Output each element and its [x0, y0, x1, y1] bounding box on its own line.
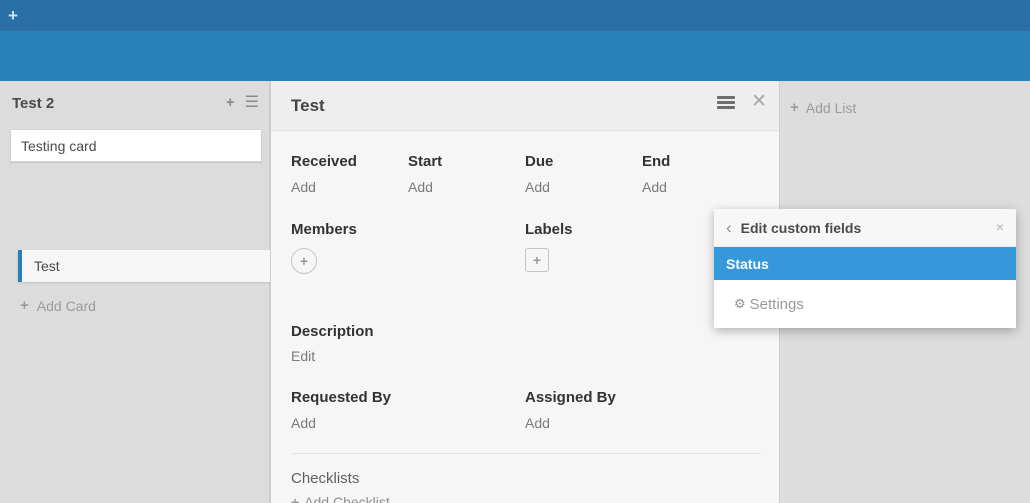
description-label: Description [291, 323, 374, 340]
add-list-label: Add List [805, 99, 857, 116]
field-add-link[interactable]: Add [525, 179, 550, 195]
members-labels-row: Members + Labels + [291, 221, 759, 274]
list-menu-hamburger-icon[interactable]: ☰ [244, 94, 259, 111]
popup-settings-label: Settings [749, 295, 804, 313]
card-detail-panel: Test ✕ Received Add Start Add [270, 81, 780, 503]
card-menu-hamburger-icon[interactable] [717, 95, 736, 109]
field-add-link[interactable]: Add [408, 179, 433, 195]
members-label: Members [291, 221, 357, 238]
add-card-button[interactable]: + Add Card [20, 297, 96, 314]
date-field-start: Start Add [408, 153, 525, 195]
card-detail-title: Test [291, 96, 325, 115]
description-section: Description Edit [291, 323, 759, 364]
field-add-link[interactable]: Add [291, 179, 316, 195]
edit-custom-fields-popup: ‹ Edit custom fields × Status ⚙ Settings [714, 209, 1016, 328]
field-label: Received [291, 153, 357, 170]
custom-field-name: Status [726, 255, 769, 272]
popup-close-icon[interactable]: × [995, 219, 1004, 235]
plus-icon: + [790, 99, 799, 116]
section-divider [291, 453, 761, 454]
members-section: Members + [291, 221, 525, 274]
add-board-plus-icon[interactable]: + [8, 6, 18, 25]
add-card-label: Add Card [36, 297, 96, 314]
popup-title: Edit custom fields [740, 219, 862, 236]
card-detail-actions: ✕ [717, 91, 767, 112]
requested-assigned-row: Requested By Add Assigned By Add [291, 389, 759, 431]
card-close-icon[interactable]: ✕ [751, 91, 767, 112]
popup-settings-button[interactable]: ⚙ Settings [714, 280, 1016, 328]
list-header-actions: + ☰ [225, 94, 259, 111]
date-fields-row: Received Add Start Add Due Add End Add [291, 153, 759, 195]
date-field-end: End Add [642, 153, 759, 195]
field-label: Due [525, 153, 554, 170]
checklists-section: Checklists + Add Checklist... [291, 470, 759, 503]
add-checklist-button[interactable]: + Add Checklist... [291, 494, 759, 503]
plus-icon: + [291, 494, 300, 503]
gear-icon: ⚙ [734, 296, 746, 311]
top-navbar: + [0, 0, 1030, 31]
popup-header: ‹ Edit custom fields × [714, 209, 1016, 247]
card-title: Test [34, 258, 60, 274]
custom-field-item-status[interactable]: Status [714, 247, 1016, 280]
board-header-bar [0, 31, 1030, 81]
list-header: Test 2 + ☰ [0, 81, 269, 126]
assigned-by-label: Assigned By [525, 389, 616, 406]
back-chevron-icon[interactable]: ‹ [726, 217, 732, 237]
checklists-label: Checklists [291, 470, 360, 487]
card-compose-input[interactable]: Testing card [10, 129, 262, 162]
list-add-card-plus-icon[interactable]: + [225, 94, 235, 111]
date-field-due: Due Add [525, 153, 642, 195]
field-add-link[interactable]: Add [642, 179, 667, 195]
field-label: Start [408, 153, 443, 170]
list-column-test-2: Test 2 + ☰ Testing card Test + Add Card [0, 81, 270, 503]
card-compose-value: Testing card [21, 137, 97, 154]
list-item[interactable]: Test [18, 250, 270, 282]
assigned-by-add-link[interactable]: Add [525, 415, 550, 431]
field-label: End [642, 153, 671, 170]
date-field-received: Received Add [291, 153, 408, 195]
card-detail-body: Received Add Start Add Due Add End Add [271, 131, 779, 503]
list-title: Test 2 [12, 95, 55, 112]
add-list-button[interactable]: + Add List [790, 99, 856, 116]
board-canvas: Test 2 + ☰ Testing card Test + Add Card … [0, 81, 1030, 503]
description-edit-link[interactable]: Edit [291, 348, 316, 364]
assigned-by-section: Assigned By Add [525, 389, 759, 431]
card-detail-header: Test ✕ [271, 81, 779, 131]
requested-by-add-link[interactable]: Add [291, 415, 316, 431]
add-label-button[interactable]: + [525, 248, 549, 272]
add-checklist-label: Add Checklist... [304, 494, 402, 503]
labels-section: Labels + [525, 221, 759, 274]
add-member-button[interactable]: + [291, 248, 317, 274]
labels-label: Labels [525, 221, 573, 238]
plus-icon: + [20, 297, 29, 314]
requested-by-section: Requested By Add [291, 389, 525, 431]
requested-by-label: Requested By [291, 389, 392, 406]
